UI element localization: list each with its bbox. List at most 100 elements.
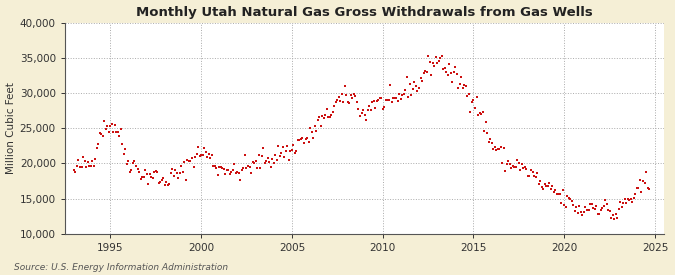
Point — [324, 115, 335, 119]
Point — [527, 169, 538, 174]
Point — [424, 60, 435, 65]
Point — [373, 98, 383, 102]
Point — [242, 163, 253, 168]
Point — [310, 129, 321, 133]
Point — [532, 171, 543, 175]
Point — [205, 155, 215, 160]
Point — [254, 165, 265, 170]
Point — [244, 165, 255, 170]
Point — [498, 146, 509, 150]
Point — [529, 174, 539, 178]
Point — [535, 178, 545, 183]
Point — [185, 159, 196, 163]
Point — [96, 132, 107, 137]
Point — [125, 170, 136, 175]
Point — [286, 148, 297, 152]
Point — [267, 156, 277, 161]
Point — [197, 152, 208, 157]
Point — [271, 158, 282, 162]
Point — [616, 205, 627, 210]
Point — [524, 174, 535, 178]
Point — [388, 96, 399, 100]
Point — [136, 175, 147, 179]
Point — [207, 153, 217, 158]
Point — [420, 69, 431, 73]
Point — [520, 165, 531, 169]
Point — [73, 158, 84, 162]
Point — [261, 159, 271, 163]
Point — [217, 166, 227, 170]
Point — [147, 176, 158, 180]
Point — [560, 205, 571, 209]
Point — [394, 92, 405, 96]
Point — [568, 203, 578, 208]
Point — [415, 76, 426, 80]
Point — [627, 200, 638, 205]
Point — [208, 164, 219, 168]
Point — [472, 113, 483, 117]
Point — [624, 197, 634, 202]
Point — [232, 170, 243, 175]
Point — [565, 197, 576, 202]
Point — [572, 210, 583, 215]
Point — [597, 206, 608, 210]
Point — [385, 82, 396, 87]
Point — [105, 123, 115, 128]
Point — [263, 156, 273, 160]
Point — [113, 130, 124, 134]
Point — [622, 197, 633, 202]
Point — [115, 127, 126, 131]
Point — [574, 204, 585, 208]
Point — [454, 81, 465, 86]
Point — [157, 178, 167, 182]
Y-axis label: Million Cubic Feet: Million Cubic Feet — [5, 82, 16, 174]
Point — [553, 192, 564, 197]
Point — [474, 111, 485, 116]
Point — [159, 183, 170, 188]
Point — [609, 217, 620, 221]
Point — [403, 95, 414, 99]
Point — [614, 206, 624, 211]
Point — [85, 163, 96, 168]
Point — [586, 202, 597, 206]
Point — [176, 164, 187, 168]
Point — [313, 118, 323, 123]
Point — [171, 171, 182, 176]
Point — [383, 98, 394, 103]
Point — [626, 196, 637, 201]
Point — [458, 86, 468, 91]
Point — [423, 54, 433, 58]
Point — [214, 165, 225, 170]
Point — [471, 95, 482, 99]
Point — [612, 216, 622, 220]
Point — [108, 129, 119, 134]
Point — [412, 89, 423, 93]
Point — [618, 200, 628, 205]
Point — [591, 204, 601, 208]
Point — [644, 186, 655, 191]
Point — [270, 152, 281, 157]
Point — [169, 174, 180, 178]
Point — [155, 180, 165, 184]
Point — [504, 162, 515, 166]
Point — [642, 185, 653, 190]
Point — [462, 94, 473, 98]
Point — [75, 165, 86, 170]
Point — [630, 192, 641, 196]
Point — [342, 100, 353, 104]
Point — [503, 159, 514, 164]
Point — [264, 160, 275, 164]
Point — [352, 100, 362, 104]
Point — [158, 175, 169, 180]
Point — [447, 80, 458, 84]
Point — [140, 168, 151, 172]
Point — [142, 182, 153, 186]
Point — [442, 72, 453, 77]
Point — [132, 167, 143, 171]
Point — [429, 64, 439, 68]
Point — [247, 159, 258, 164]
Point — [397, 92, 408, 97]
Point — [382, 98, 393, 102]
Point — [606, 216, 617, 220]
Point — [526, 168, 537, 172]
